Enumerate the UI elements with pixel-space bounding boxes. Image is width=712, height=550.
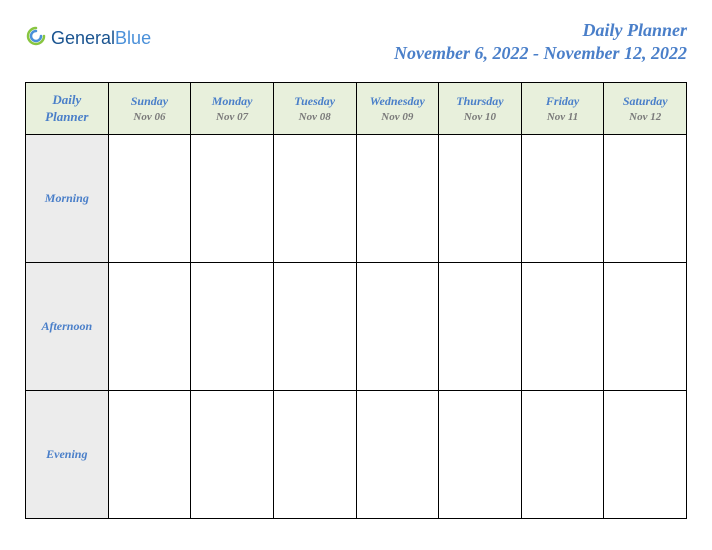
day-date: Nov 11 [526,111,600,123]
day-header-saturday: Saturday Nov 12 [604,83,687,135]
cell [108,135,191,263]
cell [439,135,522,263]
day-header-monday: Monday Nov 07 [191,83,274,135]
day-header-sunday: Sunday Nov 06 [108,83,191,135]
day-name: Saturday [608,94,682,109]
table-row-afternoon: Afternoon [26,263,687,391]
day-header-wednesday: Wednesday Nov 09 [356,83,439,135]
day-name: Thursday [443,94,517,109]
cell [108,391,191,519]
table-row-evening: Evening [26,391,687,519]
cell [191,135,274,263]
day-date: Nov 10 [443,111,517,123]
day-name: Friday [526,94,600,109]
cell [604,263,687,391]
day-date: Nov 08 [278,111,352,123]
title-block: Daily Planner November 6, 2022 - Novembe… [394,20,687,64]
header-row: Daily Planner Sunday Nov 06 Monday Nov 0… [26,83,687,135]
cell [356,263,439,391]
period-label-afternoon: Afternoon [26,263,109,391]
cell [604,135,687,263]
cell [521,263,604,391]
table-row-morning: Morning [26,135,687,263]
logo-text-blue: Blue [115,28,151,48]
page-title: Daily Planner [394,20,687,41]
logo-text: GeneralBlue [51,28,151,49]
day-header-thursday: Thursday Nov 10 [439,83,522,135]
cell [108,263,191,391]
day-date: Nov 09 [361,111,435,123]
corner-line1: Daily [52,92,81,107]
period-label-morning: Morning [26,135,109,263]
cell [356,391,439,519]
logo-text-general: General [51,28,115,48]
day-date: Nov 07 [195,111,269,123]
cell [521,391,604,519]
cell [439,391,522,519]
day-name: Wednesday [361,94,435,109]
cell [439,263,522,391]
day-name: Sunday [113,94,187,109]
day-name: Tuesday [278,94,352,109]
cell [273,263,356,391]
logo: GeneralBlue [25,25,151,52]
corner-header: Daily Planner [26,83,109,135]
date-range: November 6, 2022 - November 12, 2022 [394,43,687,64]
planner-table: Daily Planner Sunday Nov 06 Monday Nov 0… [25,82,687,519]
cell [273,135,356,263]
cell [604,391,687,519]
day-date: Nov 06 [113,111,187,123]
day-header-friday: Friday Nov 11 [521,83,604,135]
cell [273,391,356,519]
day-date: Nov 12 [608,111,682,123]
cell [191,391,274,519]
corner-line2: Planner [45,109,88,124]
cell [356,135,439,263]
logo-swirl-icon [25,25,47,52]
day-name: Monday [195,94,269,109]
cell [191,263,274,391]
header-row: GeneralBlue Daily Planner November 6, 20… [25,20,687,64]
cell [521,135,604,263]
day-header-tuesday: Tuesday Nov 08 [273,83,356,135]
period-label-evening: Evening [26,391,109,519]
